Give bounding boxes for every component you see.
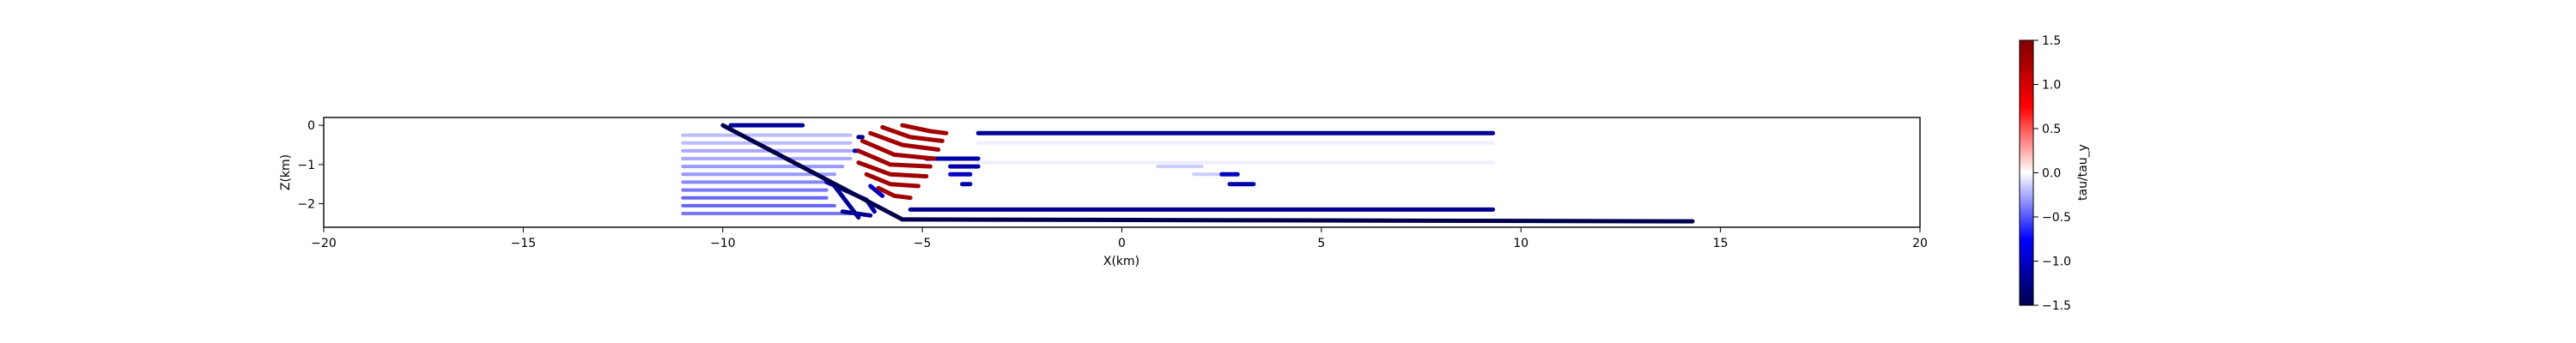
- x-axis-label: X(km): [1103, 255, 1139, 268]
- trace-arc-6: [856, 160, 929, 179]
- colorbar-tick-label: 1.5: [2042, 34, 2061, 48]
- x-axis: −20 −15 −10 −5 0 5 10 15 20: [311, 227, 1928, 250]
- data-layer: [681, 123, 1695, 224]
- colorbar-axis: 1.5 1.0 0.5 0.0 −0.5 −1.0 −1.5: [2033, 34, 2071, 313]
- colorbar-tick-label: 0.5: [2042, 123, 2061, 136]
- trace-arc-2: [880, 124, 945, 143]
- colorbar: [2019, 39, 2034, 306]
- x-tick-label: 10: [1513, 237, 1528, 250]
- x-tick-label: −5: [914, 237, 932, 250]
- colorbar-tick-label: −0.5: [2042, 211, 2071, 225]
- y-tick-label: −1: [297, 159, 315, 172]
- x-tick-label: 15: [1713, 237, 1728, 250]
- trace-arc-1: [900, 123, 949, 135]
- y-tick-label: −2: [297, 198, 315, 212]
- trace-arc-8: [876, 185, 913, 201]
- x-tick-label: −10: [710, 237, 736, 250]
- colorbar-tick-label: 1.0: [2042, 79, 2061, 93]
- trace-detachment: [900, 217, 1695, 224]
- trace-arc-3: [868, 130, 941, 152]
- x-tick-label: 0: [1118, 237, 1126, 250]
- trace-arc-5: [856, 148, 933, 169]
- x-tick-label: −15: [511, 237, 537, 250]
- trace-ramp-mid: [868, 184, 885, 198]
- x-tick-label: 20: [1912, 237, 1928, 250]
- trace-fault-dip: [720, 123, 905, 222]
- y-axis: 0 −1 −2: [297, 119, 324, 212]
- x-tick-label: −20: [311, 237, 337, 250]
- y-axis-label: Z(km): [279, 154, 293, 190]
- colorbar-tick-label: 0.0: [2042, 167, 2061, 181]
- colorbar-tick-label: −1.0: [2042, 256, 2071, 269]
- trace-arc-7: [864, 172, 920, 189]
- trace-arc-4: [860, 138, 937, 161]
- colorbar-tick-label: −1.5: [2042, 299, 2071, 313]
- y-tick-label: 0: [307, 119, 315, 133]
- trace-ramp-base: [840, 209, 873, 218]
- colorbar-label: tau/tau_y: [2076, 144, 2090, 201]
- x-tick-label: 5: [1317, 237, 1325, 250]
